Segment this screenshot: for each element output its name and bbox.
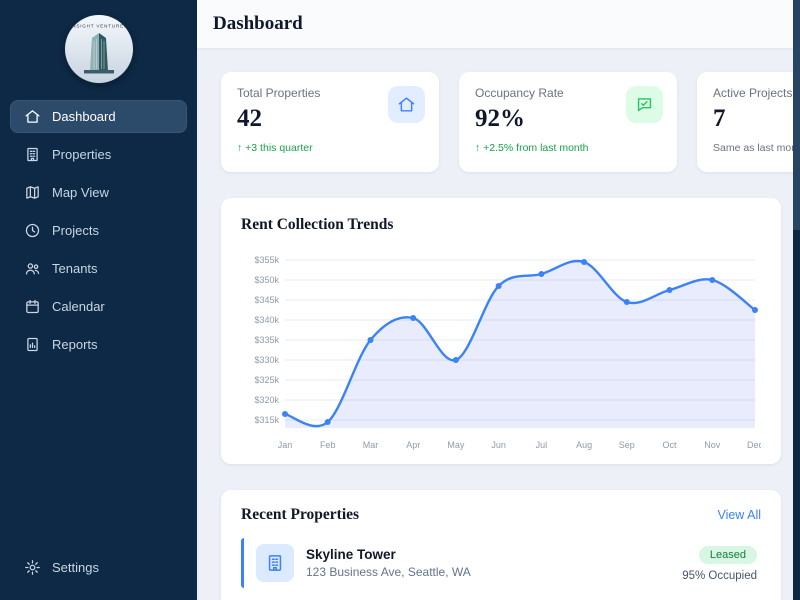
property-list-item-skyline-tower[interactable]: Skyline Tower 123 Business Ave, Seattle, … [241, 538, 761, 588]
property-status: Leased 95% Occupied [682, 545, 757, 582]
property-info: Skyline Tower 123 Business Ave, Seattle, … [306, 547, 471, 579]
svg-text:Jul: Jul [536, 440, 548, 450]
stat-value: 42 [237, 105, 262, 132]
clock-icon [24, 222, 41, 239]
document-icon [24, 336, 41, 353]
svg-text:Jun: Jun [491, 440, 506, 450]
svg-text:$325k: $325k [254, 375, 279, 385]
sidebar-item-map-view[interactable]: Map View [10, 176, 187, 209]
sidebar-item-projects[interactable]: Projects [10, 214, 187, 247]
status-badge: Leased [698, 545, 757, 564]
stat-label: Occupancy Rate [475, 86, 564, 100]
scrollbar-thumb[interactable] [793, 0, 800, 230]
stat-value: 92% [475, 105, 525, 132]
svg-text:Mar: Mar [363, 440, 379, 450]
gear-icon [24, 559, 41, 576]
chart-title: Rent Collection Trends [241, 216, 394, 233]
sidebar-item-label: Projects [52, 223, 99, 238]
stat-card-total-properties: Total Properties 42 ↑ +3 this quarter [221, 72, 439, 172]
map-icon [24, 184, 41, 201]
recent-properties-title: Recent Properties [241, 506, 360, 523]
sidebar-item-label: Map View [52, 185, 109, 200]
svg-text:Oct: Oct [662, 440, 677, 450]
sidebar-item-label: Reports [52, 337, 98, 352]
building-icon [256, 544, 294, 582]
sidebar: INSIGHT VENTURES Dashboard Properties Map … [0, 0, 197, 600]
property-address: 123 Business Ave, Seattle, WA [306, 565, 471, 579]
stat-delta: Same as last month [713, 142, 800, 154]
sidebar-item-properties[interactable]: Properties [10, 138, 187, 171]
sidebar-footer: Settings [0, 551, 197, 600]
rent-collection-line-chart: $355k $350k $345k $340k $335k $330k $325k $320k… [254, 255, 761, 450]
stat-card-active-projects: Active Projects 7 Same as last month [697, 72, 800, 172]
svg-text:$320k: $320k [254, 395, 279, 405]
home-icon [24, 108, 41, 125]
stats-row: Total Properties 42 ↑ +3 this quarter Occup… [221, 72, 800, 172]
stat-delta: ↑ +2.5% from last month [475, 142, 589, 154]
svg-text:$355k: $355k [254, 255, 279, 265]
main-area: Dashboard Total Properties 42 ↑ +3 this qu… [197, 0, 800, 600]
svg-text:$330k: $330k [254, 355, 279, 365]
vertical-scrollbar[interactable] [793, 0, 800, 600]
svg-text:Sep: Sep [619, 440, 635, 450]
logo: INSIGHT VENTURES [0, 0, 197, 84]
top-header: Dashboard [197, 0, 800, 48]
svg-text:May: May [447, 440, 465, 450]
rent-trends-card: Rent Collection Trends $355k $350k $345k $3… [221, 198, 781, 464]
sidebar-item-label: Settings [52, 560, 99, 575]
stat-value: 7 [713, 105, 726, 132]
svg-text:Jan: Jan [278, 440, 293, 450]
sidebar-item-calendar[interactable]: Calendar [10, 290, 187, 323]
svg-text:$340k: $340k [254, 315, 279, 325]
sidebar-item-label: Tenants [52, 261, 98, 276]
svg-text:$350k: $350k [254, 275, 279, 285]
svg-text:$345k: $345k [254, 295, 279, 305]
stat-label: Active Projects [713, 86, 793, 100]
view-all-link[interactable]: View All [717, 508, 761, 522]
page-title: Dashboard [213, 13, 303, 34]
occupancy-chat-icon [626, 86, 663, 123]
recent-properties-card: Recent Properties View All Skyline Tower… [221, 490, 781, 600]
building-icon [24, 146, 41, 163]
logo-text: INSIGHT VENTURES [70, 24, 128, 29]
content-area: Total Properties 42 ↑ +3 this quarter Occup… [197, 48, 800, 600]
svg-text:$315k: $315k [254, 415, 279, 425]
stat-card-occupancy-rate: Occupancy Rate 92% ↑ +2.5% from last month [459, 72, 677, 172]
home-icon [388, 86, 425, 123]
svg-text:Apr: Apr [406, 440, 420, 450]
svg-text:Nov: Nov [704, 440, 721, 450]
occupancy-text: 95% Occupied [682, 569, 757, 582]
sidebar-nav: Dashboard Properties Map View Projects Tenan… [0, 100, 197, 361]
property-name: Skyline Tower [306, 547, 396, 562]
stat-label: Total Properties [237, 86, 321, 100]
sidebar-item-reports[interactable]: Reports [10, 328, 187, 361]
sidebar-item-settings[interactable]: Settings [10, 551, 187, 584]
sidebar-item-dashboard[interactable]: Dashboard [10, 100, 187, 133]
sidebar-item-tenants[interactable]: Tenants [10, 252, 187, 285]
sidebar-item-label: Calendar [52, 299, 105, 314]
logo-image: INSIGHT VENTURES [64, 14, 134, 84]
recent-properties-list: Skyline Tower 123 Business Ave, Seattle, … [241, 538, 761, 600]
svg-text:Feb: Feb [320, 440, 336, 450]
users-icon [24, 260, 41, 277]
svg-text:Aug: Aug [576, 440, 592, 450]
svg-text:$335k: $335k [254, 335, 279, 345]
sidebar-item-label: Properties [52, 147, 112, 162]
stat-delta: ↑ +3 this quarter [237, 142, 313, 154]
svg-text:Dec: Dec [747, 440, 761, 450]
calendar-icon [24, 298, 41, 315]
sidebar-item-label: Dashboard [52, 109, 116, 124]
